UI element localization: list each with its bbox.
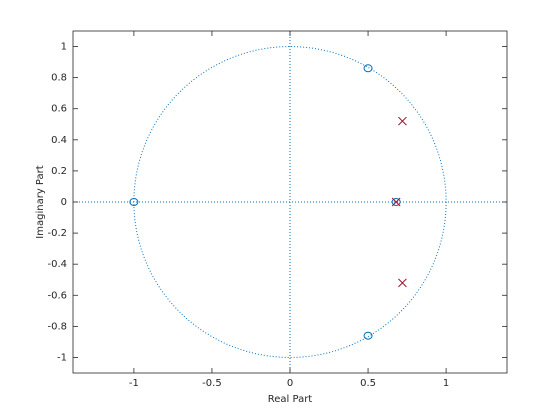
pole-marker <box>391 197 401 207</box>
unit-circle <box>133 46 447 358</box>
y-tick-label: -0.2 <box>47 228 67 239</box>
x-tick-label: -1 <box>129 378 139 389</box>
x-axis-label: Real Part <box>268 394 313 405</box>
y-tick-label: -1 <box>57 352 67 363</box>
pole-marker <box>398 278 407 288</box>
x-tick-label: -0.5 <box>202 378 222 389</box>
zero-marker <box>363 64 373 73</box>
pole-marker <box>398 116 407 126</box>
x-tick-label: 0 <box>287 378 293 389</box>
x-tick-label: 0.5 <box>360 378 376 389</box>
y-tick-label: 0.4 <box>51 135 67 146</box>
y-tick-label: 0.8 <box>51 73 67 84</box>
zero-marker <box>129 198 139 206</box>
y-tick-label: -0.6 <box>47 290 67 301</box>
y-tick-label: -0.8 <box>47 321 67 332</box>
zero-marker <box>391 198 401 206</box>
y-tick-label: -0.4 <box>47 259 67 270</box>
x-tick-label: 1 <box>443 378 449 389</box>
y-tick-label: 1 <box>61 42 67 53</box>
zero-marker <box>363 331 373 340</box>
y-tick-label: 0.2 <box>51 166 67 177</box>
y-tick-label: 0.6 <box>51 104 67 115</box>
y-axis-label: Imaginary Part <box>35 165 46 238</box>
y-tick-label: 0 <box>61 197 67 208</box>
